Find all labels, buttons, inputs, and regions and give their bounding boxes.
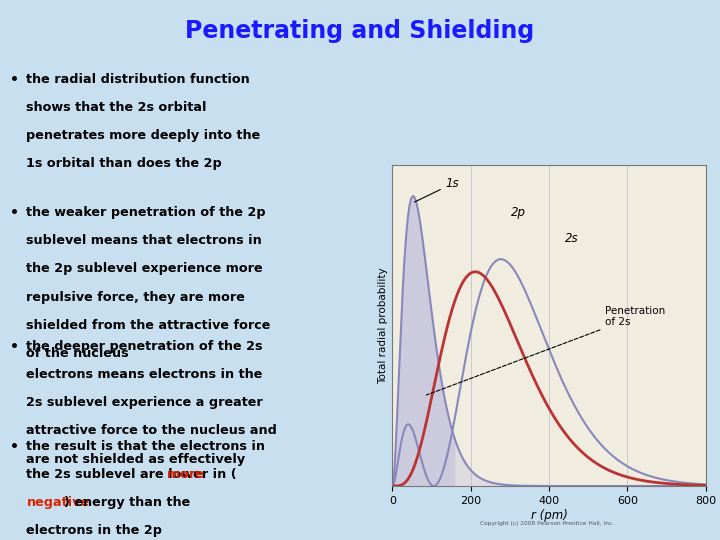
Text: penetrates more deeply into the: penetrates more deeply into the bbox=[27, 129, 261, 142]
Text: the result is that the electrons in: the result is that the electrons in bbox=[27, 440, 266, 453]
Text: negative: negative bbox=[27, 496, 89, 509]
Text: •: • bbox=[10, 440, 19, 454]
Text: 1s orbital than does the 2p: 1s orbital than does the 2p bbox=[27, 157, 222, 170]
Text: the weaker penetration of the 2p: the weaker penetration of the 2p bbox=[27, 206, 266, 219]
Text: the 2s sublevel are lower in (: the 2s sublevel are lower in ( bbox=[27, 468, 237, 481]
Text: the radial distribution function: the radial distribution function bbox=[27, 73, 250, 86]
Text: Penetration
of 2s: Penetration of 2s bbox=[426, 306, 665, 395]
Text: •: • bbox=[10, 340, 19, 354]
Text: sublevel means that electrons in: sublevel means that electrons in bbox=[27, 234, 262, 247]
Text: 2s sublevel experience a greater: 2s sublevel experience a greater bbox=[27, 396, 264, 409]
Text: of the nucleus: of the nucleus bbox=[27, 347, 129, 360]
Y-axis label: Total radial probability: Total radial probability bbox=[378, 267, 388, 383]
Text: shielded from the attractive force: shielded from the attractive force bbox=[27, 319, 271, 332]
Text: shows that the 2s orbital: shows that the 2s orbital bbox=[27, 101, 207, 114]
Text: 2s: 2s bbox=[564, 232, 578, 245]
Text: Penetrating and Shielding: Penetrating and Shielding bbox=[185, 19, 535, 43]
X-axis label: r (pm): r (pm) bbox=[531, 509, 567, 522]
Text: ) energy than the: ) energy than the bbox=[64, 496, 190, 509]
Text: electrons in the 2p: electrons in the 2p bbox=[27, 524, 163, 537]
Text: electrons means electrons in the: electrons means electrons in the bbox=[27, 368, 263, 381]
Text: 1s: 1s bbox=[415, 177, 459, 202]
Text: the deeper penetration of the 2s: the deeper penetration of the 2s bbox=[27, 340, 263, 353]
Text: repulsive force, they are more: repulsive force, they are more bbox=[27, 291, 246, 303]
Text: more: more bbox=[167, 468, 204, 481]
Text: attractive force to the nucleus and: attractive force to the nucleus and bbox=[27, 424, 277, 437]
Text: Copyright (c) 2008 Pearson Prentice Hall, Inc.: Copyright (c) 2008 Pearson Prentice Hall… bbox=[480, 522, 614, 526]
Text: •: • bbox=[10, 73, 19, 87]
Text: 2p: 2p bbox=[511, 206, 526, 219]
Text: are not shielded as effectively: are not shielded as effectively bbox=[27, 453, 246, 465]
Text: •: • bbox=[10, 206, 19, 220]
Text: the 2p sublevel experience more: the 2p sublevel experience more bbox=[27, 262, 263, 275]
